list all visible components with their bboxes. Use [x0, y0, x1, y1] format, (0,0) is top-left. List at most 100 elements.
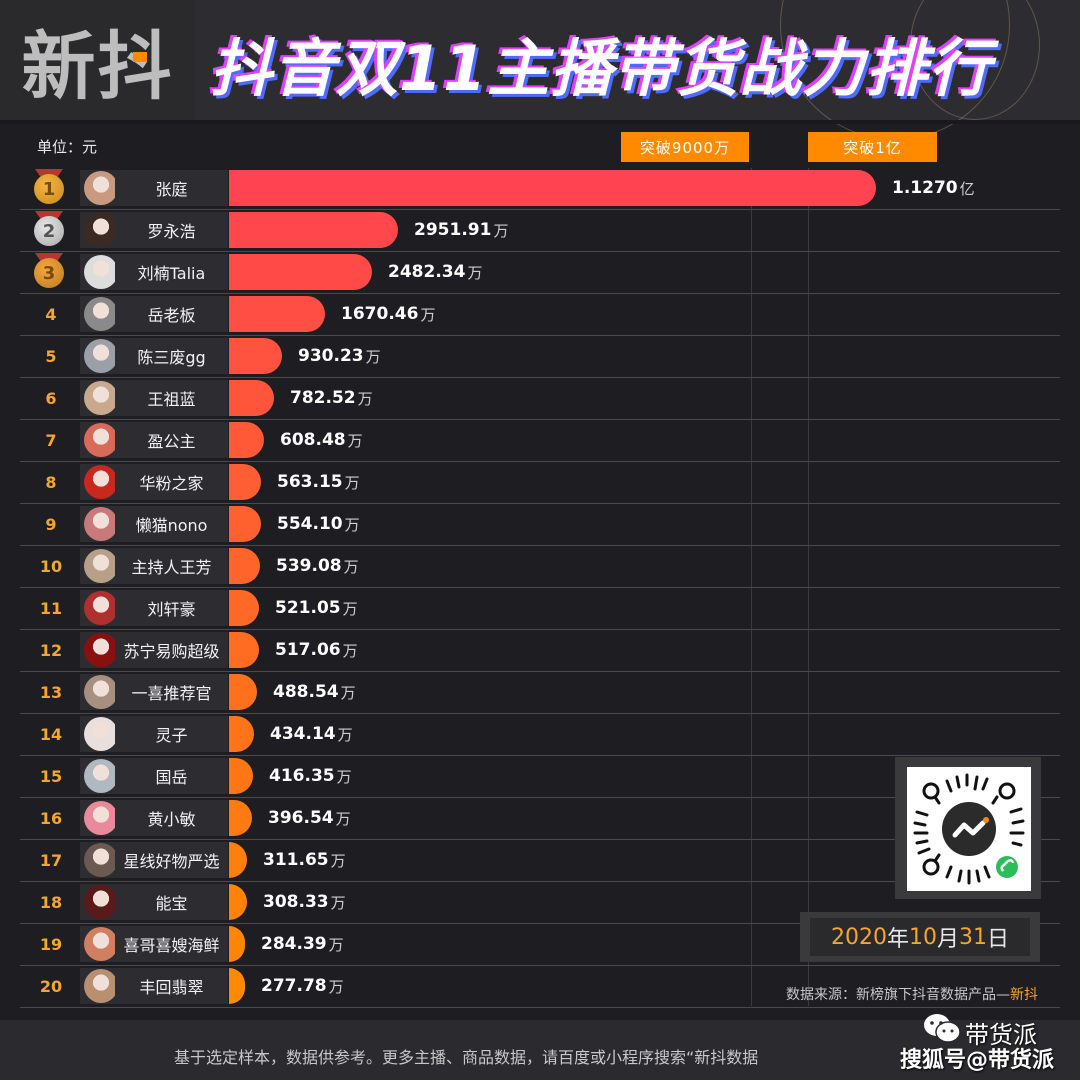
- value-number: 517.06: [275, 640, 341, 660]
- sales-bar: [229, 674, 257, 710]
- sales-value: 517.06 万: [275, 630, 358, 670]
- table-row: 7 盈公主 608.48 万: [20, 420, 1060, 462]
- value-unit: 万: [330, 893, 346, 912]
- value-unit: 万: [420, 305, 436, 324]
- avatar: [84, 339, 118, 373]
- sales-value: 1670.46 万: [341, 294, 435, 334]
- anchor-name: 刘楠Talia: [115, 254, 228, 290]
- value-number: 1.1270: [892, 178, 958, 198]
- sales-value: 1.1270 亿: [892, 168, 975, 208]
- value-number: 416.35: [269, 766, 335, 786]
- sales-value: 563.15 万: [277, 462, 360, 502]
- avatar: [84, 675, 118, 709]
- date-label: 2020 年 10 月 31 日: [810, 918, 1030, 956]
- medal-3-icon: 3: [34, 258, 64, 288]
- header: 新抖 抖音双11主播带货战力排行: [0, 0, 1080, 140]
- value-number: 539.08: [276, 556, 342, 576]
- anchor-name: 刘轩豪: [115, 590, 228, 626]
- avatar: [84, 213, 118, 247]
- avatar: [84, 927, 118, 961]
- table-row: 5 陈三废gg 930.23 万: [20, 336, 1060, 378]
- value-unit: 万: [342, 641, 358, 660]
- anchor-name: 主持人王芳: [115, 548, 228, 584]
- value-number: 488.54: [273, 682, 339, 702]
- value-unit: 万: [467, 263, 483, 282]
- rank-number: 8: [45, 472, 57, 492]
- value-number: 563.15: [277, 472, 343, 492]
- value-unit: 万: [342, 599, 358, 618]
- value-number: 311.65: [263, 850, 329, 870]
- logo: 新抖: [0, 0, 195, 120]
- wechat-icon: [924, 1014, 961, 1043]
- medal-1-icon: 1: [34, 174, 64, 204]
- table-row: 20 丰回翡翠 277.78 万: [20, 966, 1060, 1008]
- table-row: 9 懒猫nono 554.10 万: [20, 504, 1060, 546]
- table-row: 13 一喜推荐官 488.54 万: [20, 672, 1060, 714]
- avatar: [84, 843, 118, 877]
- value-unit: 万: [493, 221, 509, 240]
- sales-bar: [229, 968, 245, 1004]
- sales-value: 539.08 万: [276, 546, 359, 586]
- date-month: 10: [908, 924, 937, 950]
- value-number: 434.14: [270, 724, 336, 744]
- value-unit: 万: [330, 851, 346, 870]
- avatar: [84, 549, 118, 583]
- anchor-name: 能宝: [115, 884, 228, 920]
- footer-disclaimer: 基于选定样本，数据供参考。更多主播、商品数据，请百度或小程序搜索“新抖数据: [174, 1048, 759, 1067]
- value-unit: 万: [337, 725, 353, 744]
- sales-bar: [229, 758, 253, 794]
- anchor-name: 陈三废gg: [115, 338, 228, 374]
- rank-number: 14: [39, 724, 63, 744]
- date-day-suffix: 日: [987, 927, 1010, 952]
- table-row: 19 喜哥喜嫂海鲜 284.39 万: [20, 924, 1060, 966]
- avatar: [84, 423, 118, 457]
- value-unit: 万: [365, 347, 381, 366]
- sales-value: 554.10 万: [277, 504, 360, 544]
- table-row: 18 能宝 308.33 万: [20, 882, 1060, 924]
- value-number: 284.39: [261, 934, 327, 954]
- mini-program-qr-code[interactable]: [907, 767, 1031, 891]
- rank-number: 19: [39, 934, 63, 954]
- sales-bar: [229, 464, 261, 500]
- value-number: 608.48: [280, 430, 346, 450]
- value-number: 308.33: [263, 892, 329, 912]
- rank-number: 5: [45, 346, 57, 366]
- anchor-name: 星线好物严选: [115, 842, 228, 878]
- footer: [0, 1020, 1080, 1080]
- table-row: 11 刘轩豪 521.05 万: [20, 588, 1060, 630]
- anchor-name: 丰回翡翠: [115, 968, 228, 1004]
- value-number: 782.52: [290, 388, 356, 408]
- value-number: 930.23: [298, 346, 364, 366]
- table-row: 4 岳老板 1670.46 万: [20, 294, 1060, 336]
- avatar: [84, 381, 118, 415]
- value-number: 396.54: [268, 808, 334, 828]
- sales-bar: [229, 506, 261, 542]
- page-title: 抖音双11主播带货战力排行: [210, 32, 992, 105]
- sales-value: 521.05 万: [275, 588, 358, 628]
- date-year-suffix: 年: [886, 927, 909, 952]
- avatar: [84, 255, 118, 289]
- date-year: 2020: [830, 924, 887, 950]
- medal-2-icon: 2: [34, 216, 64, 246]
- table-row: 2 罗永浩 2951.91 万: [20, 210, 1060, 252]
- anchor-name: 华粉之家: [115, 464, 228, 500]
- value-number: 521.05: [275, 598, 341, 618]
- source-prefix: 数据来源：新榜旗下抖音数据产品—: [786, 987, 1010, 1003]
- value-number: 277.78: [261, 976, 327, 996]
- avatar: [84, 171, 118, 205]
- rank-number: 9: [45, 514, 57, 534]
- value-unit: 万: [347, 431, 363, 450]
- rank-number: 18: [39, 892, 63, 912]
- rank-number: 15: [39, 766, 63, 786]
- milestone-1yi-badge: 突破1亿: [808, 132, 937, 162]
- unit-label: 单位：元: [37, 138, 98, 156]
- rank-number: 16: [39, 808, 63, 828]
- sales-bar: [229, 632, 259, 668]
- rank-number: 17: [39, 850, 63, 870]
- value-unit: 万: [344, 473, 360, 492]
- avatar: [84, 717, 118, 751]
- value-number: 2482.34: [388, 262, 466, 282]
- sales-bar: [229, 590, 259, 626]
- sales-bar: [229, 170, 876, 206]
- anchor-name: 喜哥喜嫂海鲜: [115, 926, 228, 962]
